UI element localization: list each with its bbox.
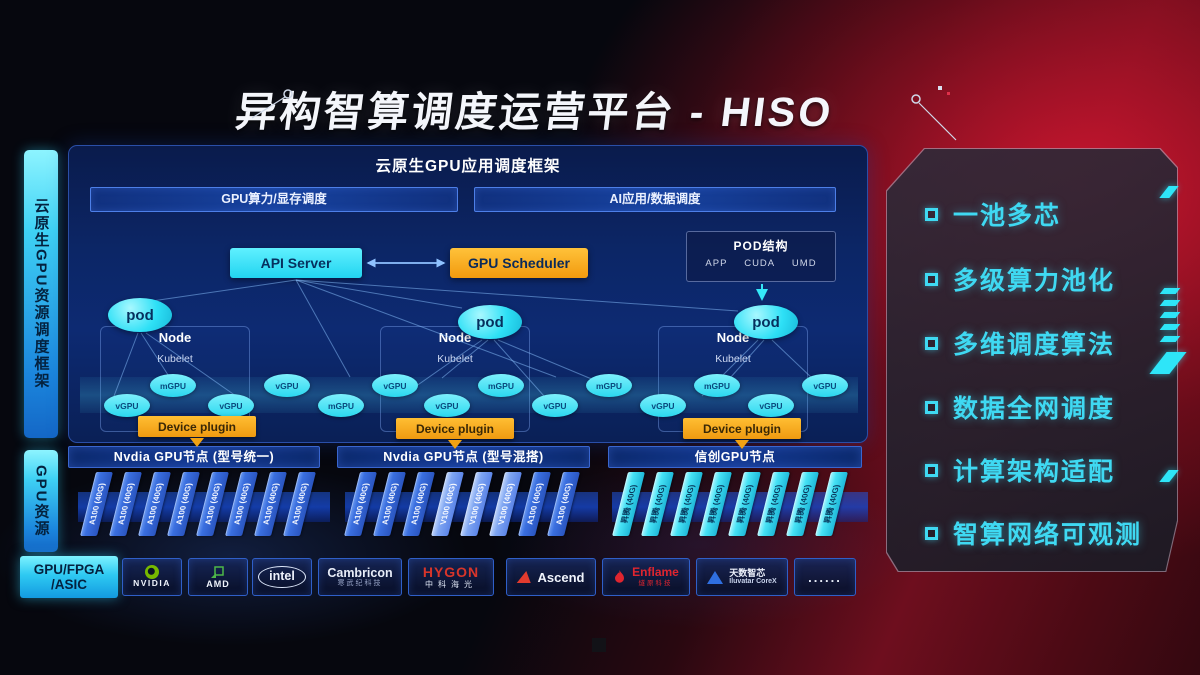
amd-arrow-icon [211, 566, 224, 578]
gpu-slice: mGPU [586, 374, 632, 397]
page-dot [592, 638, 606, 652]
device-plugin-arrow-2 [448, 440, 462, 449]
kubelet-label-2: Kubelet [437, 353, 473, 365]
feature-item: 一池多芯 [925, 196, 1061, 232]
vendor-intel: intel [252, 558, 312, 596]
node-group-title-2: Nvdia GPU节点 (型号混搭) [337, 446, 590, 468]
vendor-iluvatar: 天数智芯 Iluvatar CoreX [696, 558, 788, 596]
api-server-box: API Server [230, 248, 362, 278]
gpu-scheduler-box: GPU Scheduler [450, 248, 588, 278]
feature-item: 智算网络可观测 [925, 515, 1142, 551]
hardware-label-line2: /ASIC [50, 577, 87, 592]
device-plugin-1: Device plugin [138, 416, 256, 437]
vendor-enflame: Enflame 燧原科技 [602, 558, 690, 596]
gpu-slice: vGPU [264, 374, 310, 397]
vendor-hygon: HYGON 中科海光 [408, 558, 494, 596]
device-plugin-2: Device plugin [396, 418, 514, 439]
vendor-ascend: Ascend [506, 558, 596, 596]
pod-oval-1: pod [108, 298, 172, 332]
pod-layer-cuda: CUDA [744, 258, 776, 269]
gpu-slice: vGPU [532, 394, 578, 417]
kubelet-label-1: Kubelet [157, 353, 193, 365]
vendor-amd: AMD [188, 558, 248, 596]
square-bullet-icon [925, 336, 938, 350]
node-group-title-3: 信创GPU节点 [608, 446, 862, 468]
kubelet-label-3: Kubelet [715, 353, 751, 365]
square-bullet-icon [925, 272, 938, 286]
iluvatar-triangle-icon [707, 570, 724, 584]
node-label-1: Node [158, 330, 192, 345]
gpu-slice: mGPU [318, 394, 364, 417]
enflame-flame-icon [615, 570, 625, 583]
bar-ai-data-scheduling: AI应用/数据调度 [474, 187, 836, 212]
gpu-slice: vGPU [208, 394, 254, 417]
vendor-nvidia: NVIDIA [122, 558, 182, 596]
page-title: 异构智算调度运营平台 - HISO [232, 89, 837, 135]
pod-structure-title: POD结构 [733, 239, 789, 253]
gpu-slice: mGPU [694, 374, 740, 397]
gpu-slice: vGPU [802, 374, 848, 397]
hardware-label-line1: GPU/FPGA [33, 562, 105, 577]
feature-item: 多维调度算法 [925, 325, 1115, 361]
gpu-slice: vGPU [424, 394, 470, 417]
hardware-type-label: GPU/FPGA /ASIC [20, 556, 118, 598]
pod-oval-3: pod [734, 305, 798, 339]
square-bullet-icon [925, 463, 938, 477]
feature-item: 计算架构适配 [925, 452, 1115, 488]
pod-structure-box: POD结构 APP CUDA UMD [686, 231, 836, 282]
pod-layer-umd: UMD [791, 258, 817, 269]
bar-gpu-compute-scheduling: GPU算力/显存调度 [90, 187, 458, 212]
gpu-slice: vGPU [372, 374, 418, 397]
device-plugin-arrow-1 [190, 438, 204, 447]
gpu-slice: mGPU [478, 374, 524, 397]
pod-oval-2: pod [458, 305, 522, 339]
gpu-slice: vGPU [748, 394, 794, 417]
node-group-title-1: Nvdia GPU节点 (型号统一) [68, 446, 320, 468]
device-plugin-arrow-3 [735, 440, 749, 449]
vendor-cambricon: Cambricon 寒武纪科技 [318, 558, 402, 596]
intel-oval-logo: intel [258, 566, 306, 588]
gpu-slice: vGPU [104, 394, 150, 417]
nvidia-eye-icon [145, 565, 159, 580]
feature-item: 多级算力池化 [925, 261, 1115, 297]
gpu-slice: vGPU [640, 394, 686, 417]
feature-item: 数据全网调度 [925, 389, 1115, 425]
device-plugin-3: Device plugin [683, 418, 801, 439]
gpu-slice: mGPU [150, 374, 196, 397]
square-bullet-icon [925, 400, 938, 414]
pod-layer-app: APP [705, 258, 728, 269]
vendor-others: ...... [794, 558, 856, 596]
framework-header: 云原生GPU应用调度框架 [375, 158, 561, 175]
sidebar-tab-framework: 云原生GPU资源调度框架 [24, 150, 58, 438]
square-bullet-icon [925, 207, 938, 221]
ascend-triangle-icon [516, 571, 533, 583]
square-bullet-icon [925, 526, 938, 540]
sidebar-tab-gpu-resource: GPU资源 [24, 450, 58, 552]
